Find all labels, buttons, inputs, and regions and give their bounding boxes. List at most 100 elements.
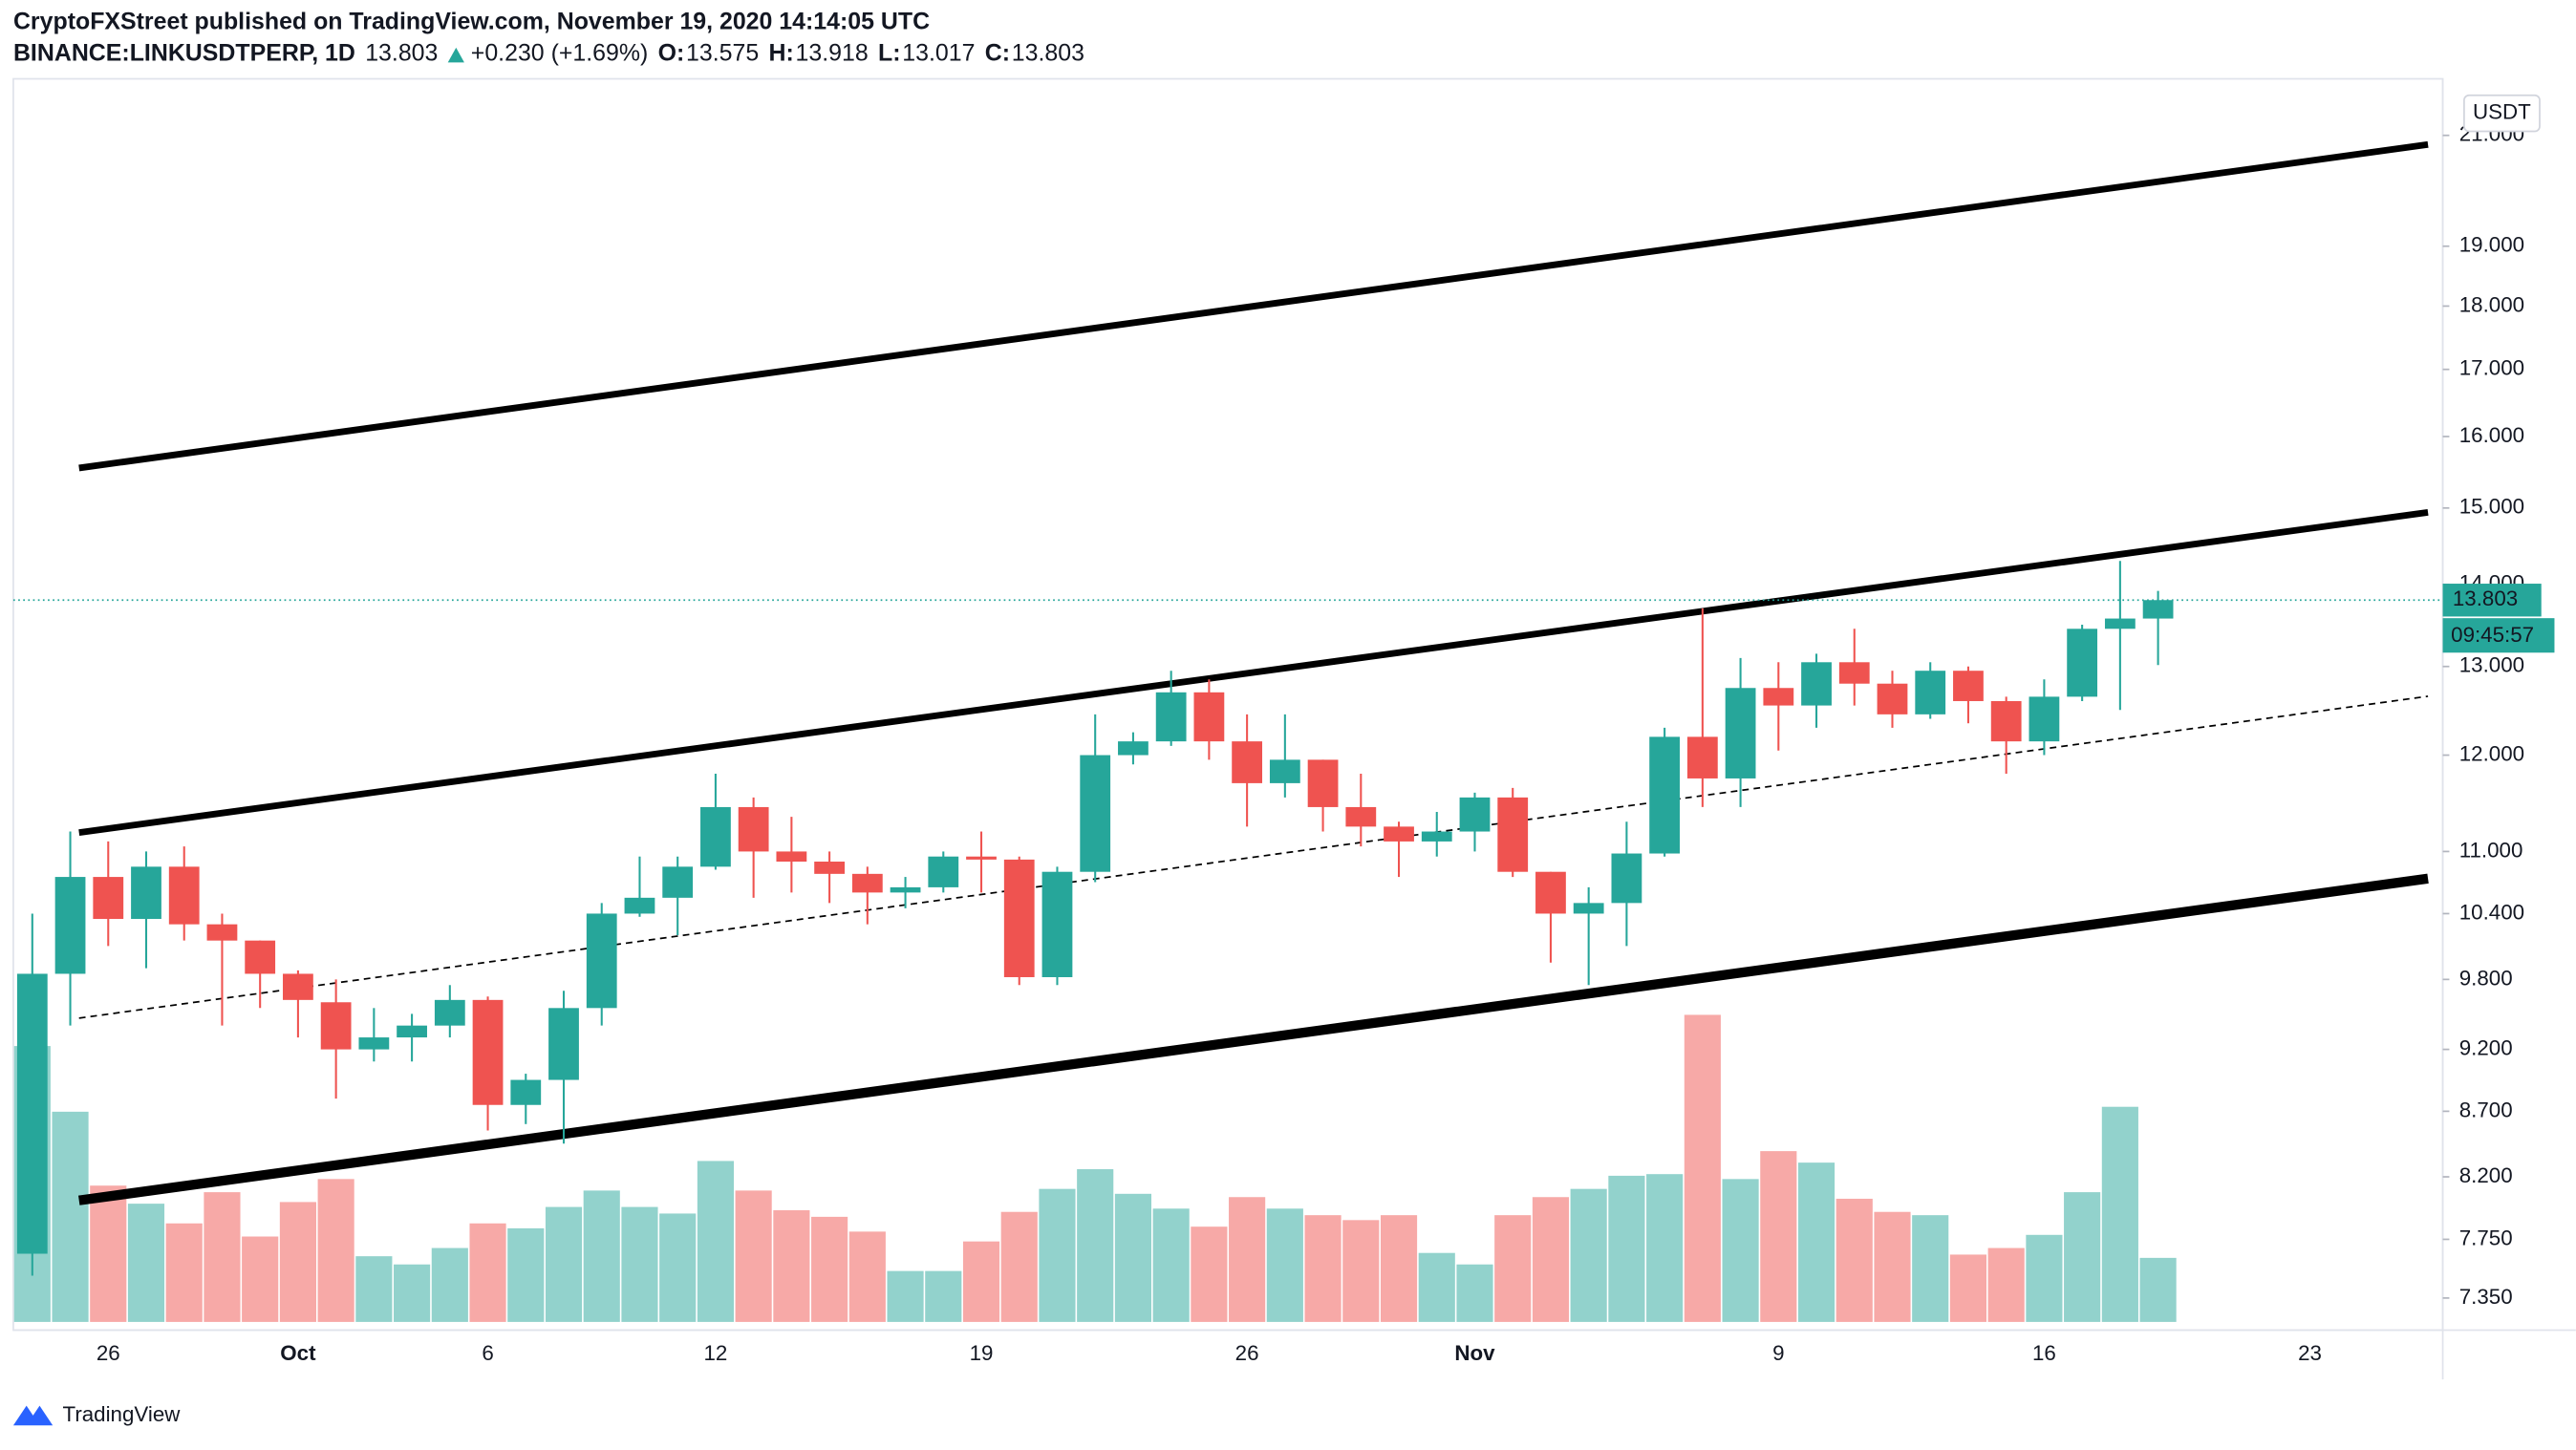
candle-body bbox=[548, 1008, 579, 1080]
y-tick-label: 16.000 bbox=[2459, 423, 2524, 447]
candle-body bbox=[814, 862, 845, 874]
volume-bar bbox=[1000, 1211, 1038, 1322]
trend-line bbox=[78, 695, 2429, 1019]
x-tick-label: 26 bbox=[1235, 1341, 1259, 1365]
legend-text: 13.017 bbox=[902, 39, 975, 66]
legend-text: C: bbox=[985, 39, 1010, 66]
volume-bar bbox=[52, 1111, 89, 1322]
candle-body bbox=[890, 886, 921, 893]
candle-body bbox=[1193, 692, 1225, 742]
volume-bar bbox=[1570, 1188, 1607, 1322]
candle-body bbox=[1307, 759, 1339, 807]
candle-body bbox=[1801, 662, 1832, 706]
y-tick-label: 18.000 bbox=[2459, 292, 2524, 316]
x-tick-label: 16 bbox=[2032, 1341, 2056, 1365]
volume-bar bbox=[1077, 1169, 1114, 1322]
volume-bar bbox=[1912, 1215, 1949, 1322]
candle-body bbox=[966, 856, 997, 860]
volume-bar bbox=[394, 1264, 431, 1322]
candle-body bbox=[1573, 903, 1604, 914]
candle-body bbox=[776, 851, 807, 863]
volume-bar bbox=[127, 1204, 165, 1322]
candle-body bbox=[1345, 806, 1377, 827]
y-tick-label: 7.350 bbox=[2459, 1285, 2513, 1309]
y-tick-label: 8.200 bbox=[2459, 1163, 2513, 1187]
candle-body bbox=[1535, 871, 1566, 914]
volume-bar bbox=[848, 1231, 886, 1322]
x-tick-label: 6 bbox=[482, 1341, 493, 1365]
candle-body bbox=[2029, 696, 2060, 742]
volume-bar bbox=[811, 1216, 848, 1322]
candle-body bbox=[1269, 759, 1300, 783]
volume-bar bbox=[90, 1185, 127, 1322]
candle-body bbox=[1155, 692, 1187, 742]
volume-bar bbox=[1684, 1014, 1721, 1322]
candle-body bbox=[1915, 671, 1946, 714]
candle-body bbox=[1725, 688, 1756, 778]
volume-bar bbox=[204, 1192, 241, 1322]
brand: TradingView bbox=[12, 1402, 181, 1426]
candle-body bbox=[472, 999, 504, 1105]
candle-body bbox=[1953, 671, 1984, 701]
volume-bar bbox=[355, 1256, 393, 1322]
candle-body bbox=[662, 866, 694, 898]
unit-label: USDT bbox=[2473, 100, 2531, 124]
volume-bar bbox=[165, 1223, 203, 1322]
candle-body bbox=[1838, 662, 1870, 684]
candle-body bbox=[1497, 797, 1529, 872]
drawings bbox=[78, 140, 2429, 1205]
legend-text: 13.803 bbox=[1012, 39, 1084, 66]
price-axis: 7.350 7.750 8.200 8.700 9.200 9.800 10.400 11.0… bbox=[97, 122, 2555, 1365]
candle-body bbox=[1003, 859, 1035, 977]
y-tick-label: 10.400 bbox=[2459, 900, 2524, 924]
candle-body bbox=[1459, 797, 1491, 832]
candle-body bbox=[2104, 618, 2136, 629]
volume-bar bbox=[545, 1206, 583, 1322]
candle-body bbox=[1763, 688, 1794, 706]
candle-body bbox=[2067, 629, 2098, 697]
x-tick-label: Oct bbox=[280, 1341, 316, 1365]
y-tick-label: 9.200 bbox=[2459, 1036, 2513, 1060]
volume-bar bbox=[1152, 1208, 1190, 1322]
volume-bar bbox=[1722, 1179, 1759, 1322]
volume-bar bbox=[1380, 1215, 1418, 1322]
y-tick-label: 8.700 bbox=[2459, 1098, 2513, 1121]
candle-body bbox=[1686, 736, 1718, 778]
volume-bar bbox=[1304, 1215, 1342, 1322]
volume-bar bbox=[887, 1270, 924, 1322]
x-tick-label: 9 bbox=[1772, 1341, 1784, 1365]
volume-bar bbox=[242, 1236, 279, 1322]
y-tick-label: 17.000 bbox=[2459, 356, 2524, 380]
candle-body bbox=[1611, 853, 1642, 904]
candle-body bbox=[851, 873, 883, 893]
candle-body bbox=[700, 806, 731, 867]
volume-bar bbox=[1835, 1198, 1873, 1322]
candle-body bbox=[1384, 826, 1414, 842]
volume-bar bbox=[697, 1161, 734, 1322]
candle-body bbox=[1080, 755, 1111, 872]
candle-body bbox=[1990, 700, 2022, 742]
legend-text: 13.803 bbox=[365, 39, 438, 66]
volume-bar bbox=[1797, 1162, 1835, 1322]
candle-body bbox=[283, 973, 313, 1000]
trend-line bbox=[78, 140, 2429, 472]
candle-body bbox=[510, 1079, 542, 1105]
candle-body bbox=[1649, 736, 1681, 854]
candle-body bbox=[586, 913, 617, 1009]
x-tick-label: 26 bbox=[97, 1341, 120, 1365]
volume-bar bbox=[1418, 1252, 1455, 1322]
unit-box bbox=[2463, 94, 2541, 133]
candle-body bbox=[320, 1002, 352, 1050]
logo bbox=[12, 1405, 54, 1426]
y-tick-label: 7.750 bbox=[2459, 1226, 2513, 1249]
volume-bar bbox=[2101, 1106, 2138, 1322]
x-tick-label: 23 bbox=[2298, 1341, 2322, 1365]
volume-bar bbox=[621, 1206, 658, 1322]
legend-text: O: bbox=[658, 39, 685, 66]
volume-bar bbox=[1949, 1254, 1987, 1322]
volume bbox=[13, 1014, 2177, 1322]
volume-bar bbox=[773, 1210, 810, 1322]
volume-bar bbox=[1646, 1174, 1684, 1322]
